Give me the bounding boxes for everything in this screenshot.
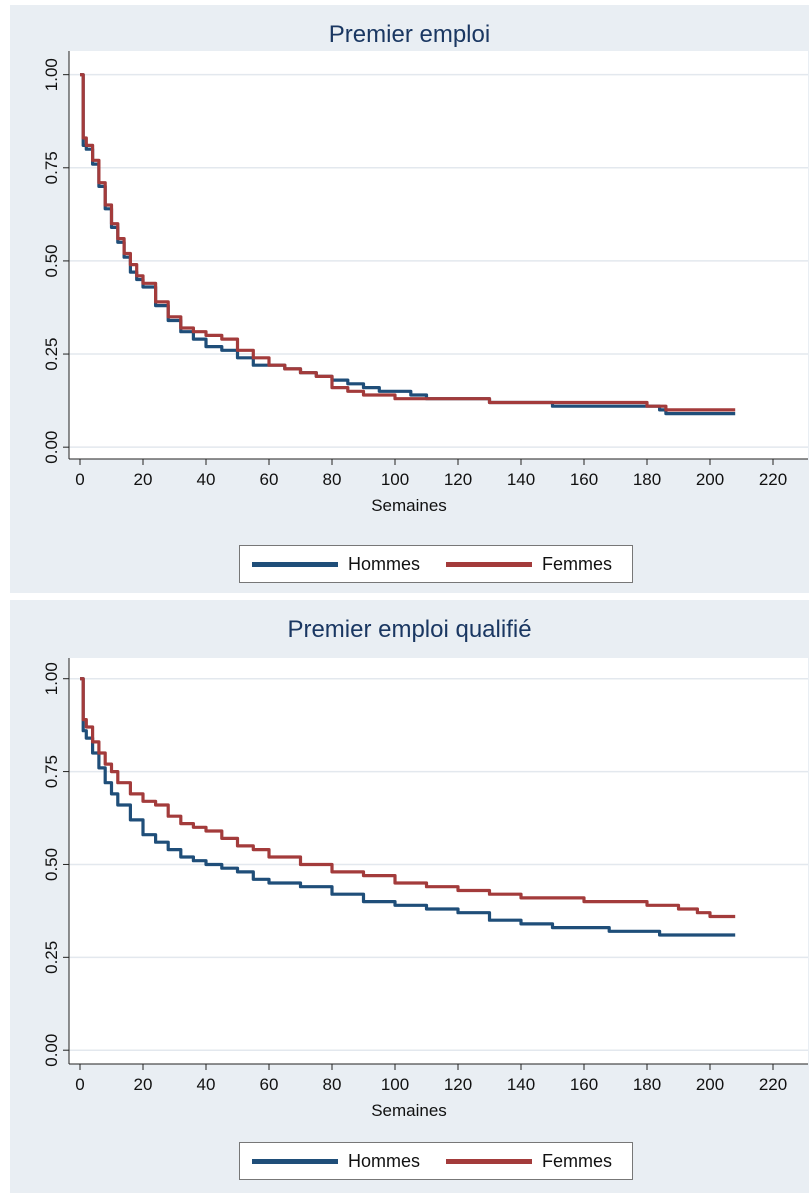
- y-tick-label: 0.00: [42, 431, 61, 464]
- x-axis-label: Semaines: [371, 1101, 447, 1120]
- x-tick-label: 200: [696, 470, 724, 489]
- x-tick-label: 200: [696, 1075, 724, 1094]
- chart-svg-premier-emploi: 0.00 0.25 0.50 0.75 1.00 0 20 40 60 80 100 120 140 16…: [42, 51, 808, 515]
- x-tick-label: 40: [197, 1075, 216, 1094]
- plot-area: [69, 51, 808, 459]
- series-line-hommes: [80, 677, 736, 937]
- x-tick-label: 100: [381, 470, 409, 489]
- x-axis-label: Semaines: [371, 496, 447, 515]
- y-tick-label: 0.00: [42, 1034, 61, 1067]
- x-tick-label: 140: [507, 1075, 535, 1094]
- x-tick-label: 180: [633, 1075, 661, 1094]
- y-tick-label: 0.50: [42, 244, 61, 277]
- legend: Hommes Femmes: [239, 545, 633, 583]
- x-tick-label: 0: [75, 470, 84, 489]
- x-tick-label: 60: [260, 1075, 279, 1094]
- legend-swatch-hommes: [252, 1158, 338, 1164]
- legend-item-hommes: Hommes: [252, 1143, 420, 1179]
- x-tick-label: 80: [323, 1075, 342, 1094]
- series-line-femmes: [80, 677, 736, 919]
- chart-title: Premier emploi: [328, 21, 491, 48]
- y-tick-label: 1.00: [42, 58, 61, 91]
- y-tick-label: 0.25: [42, 941, 61, 974]
- legend-label-hommes: Hommes: [348, 553, 421, 574]
- x-tick-label: 120: [444, 1075, 472, 1094]
- x-tick-label: 0: [75, 1075, 84, 1094]
- y-tick-label: 0.50: [42, 848, 61, 881]
- x-tick-label: 220: [759, 470, 787, 489]
- chart-panel-premier-emploi: Premier emploi 0.00 0.25 0.50 0.75 1.00 0 20 40…: [10, 5, 809, 593]
- plot-area: [69, 658, 808, 1064]
- legend-item-hommes: Hommes: [252, 546, 420, 582]
- y-tick-label: 0.75: [42, 151, 61, 184]
- x-tick-label: 60: [260, 470, 279, 489]
- x-tick-label: 180: [633, 470, 661, 489]
- x-tick-label: 220: [759, 1075, 787, 1094]
- legend-label-hommes: Hommes: [348, 1150, 421, 1171]
- x-tick-label: 120: [444, 470, 472, 489]
- x-tick-label: 20: [134, 1075, 153, 1094]
- legend-swatch-femmes: [446, 561, 532, 567]
- legend-label-femmes: Femmes: [542, 1150, 613, 1171]
- chart-svg-premier-emploi-qualifie: 0.00 0.25 0.50 0.75 1.00 0 20 40 60 80 100 120 140 16…: [42, 658, 808, 1120]
- chart-title: Premier emploi qualifié: [287, 616, 532, 643]
- x-tick-label: 40: [197, 470, 216, 489]
- x-tick-label: 160: [570, 470, 598, 489]
- legend-swatch-hommes: [252, 561, 338, 567]
- x-tick-label: 100: [381, 1075, 409, 1094]
- legend-label-femmes: Femmes: [542, 553, 613, 574]
- y-tick-label: 0.75: [42, 755, 61, 788]
- legend-item-femmes: Femmes: [446, 546, 612, 582]
- legend-item-femmes: Femmes: [446, 1143, 612, 1179]
- x-tick-label: 160: [570, 1075, 598, 1094]
- x-tick-label: 20: [134, 470, 153, 489]
- y-tick-label: 0.25: [42, 337, 61, 370]
- x-tick-label: 80: [323, 470, 342, 489]
- legend-swatch-femmes: [446, 1158, 532, 1164]
- y-tick-label: 1.00: [42, 662, 61, 695]
- series-line-femmes: [80, 73, 736, 412]
- x-tick-label: 140: [507, 470, 535, 489]
- chart-panel-premier-emploi-qualifie: Premier emploi qualifié 0.00 0.25 0.50 0.75…: [10, 600, 809, 1193]
- legend: Hommes Femmes: [239, 1142, 633, 1180]
